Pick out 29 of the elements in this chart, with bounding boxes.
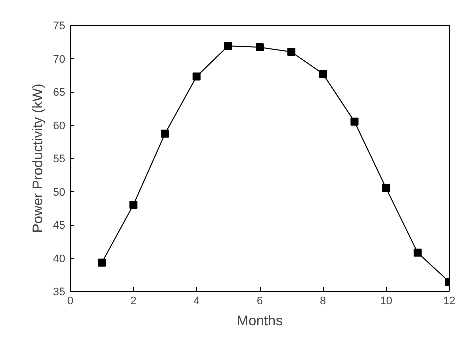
x-tick-label: 2	[130, 296, 137, 308]
point	[98, 258, 106, 267]
y-tick-label: 75	[53, 20, 66, 32]
y-tick-label: 40	[53, 253, 66, 266]
y-tick-label: 35	[53, 286, 66, 298]
point	[224, 42, 232, 50]
point	[192, 72, 201, 81]
x-tick-label: 0	[67, 296, 74, 308]
point	[382, 184, 390, 192]
y-axis-title: Power Productivity (kW)	[29, 84, 46, 234]
x-tick-label: 8	[320, 296, 326, 308]
point	[256, 43, 264, 52]
y-tick-label: 55	[53, 154, 66, 166]
point	[288, 48, 296, 56]
x-tick-label: 6	[256, 296, 264, 308]
point	[319, 70, 328, 78]
point	[161, 130, 170, 138]
point	[130, 201, 138, 210]
y-tick-label: 50	[53, 186, 66, 199]
y-tick-label: 70	[53, 54, 66, 66]
x-tick-label: 10	[380, 296, 392, 308]
point	[414, 248, 422, 257]
x-tick-label: 4	[194, 296, 200, 308]
y-tick-label: 45	[53, 220, 66, 232]
y-tick-label: 60	[53, 120, 66, 132]
x-tick-label: 12	[443, 296, 456, 308]
y-tick-label: 65	[53, 87, 66, 99]
x-axis-title: Months	[237, 312, 283, 328]
point	[350, 118, 359, 126]
